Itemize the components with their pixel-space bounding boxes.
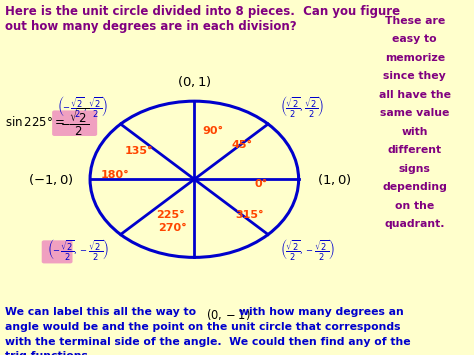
Text: out how many degrees are in each division?: out how many degrees are in each divisio… <box>5 20 296 33</box>
Text: easy to: easy to <box>392 34 437 44</box>
Text: 315°: 315° <box>235 210 264 220</box>
Text: quadrant.: quadrant. <box>384 219 445 229</box>
Text: $\left(-\dfrac{\sqrt{2}}{2},\dfrac{\sqrt{2}}{2}\right)$: $\left(-\dfrac{\sqrt{2}}{2},\dfrac{\sqrt… <box>57 95 109 120</box>
Text: We can label this all the way to: We can label this all the way to <box>5 307 196 317</box>
Text: all have the: all have the <box>379 90 451 100</box>
Text: $-\dfrac{\sqrt{2}}{2}$: $-\dfrac{\sqrt{2}}{2}$ <box>60 107 90 138</box>
Text: 270°: 270° <box>158 223 187 233</box>
Text: $\left(\dfrac{\sqrt{2}}{2},-\dfrac{\sqrt{2}}{2}\right)$: $\left(\dfrac{\sqrt{2}}{2},-\dfrac{\sqrt… <box>280 238 335 263</box>
Text: 45°: 45° <box>231 140 252 150</box>
Text: $\sin 225°=$: $\sin 225°=$ <box>5 115 64 130</box>
FancyBboxPatch shape <box>42 240 73 263</box>
Text: same value: same value <box>380 108 449 118</box>
Text: with the terminal side of the angle.  We could then find any of the: with the terminal side of the angle. We … <box>5 337 410 346</box>
Text: 180°: 180° <box>101 170 130 180</box>
Text: depending: depending <box>383 182 447 192</box>
Text: with how many degrees an: with how many degrees an <box>239 307 404 317</box>
FancyBboxPatch shape <box>52 110 97 136</box>
Text: $(1,0)$: $(1,0)$ <box>317 172 351 187</box>
Text: These are: These are <box>384 16 445 26</box>
Text: 90°: 90° <box>203 126 224 136</box>
Text: since they: since they <box>383 71 446 81</box>
Text: Here is the unit circle divided into 8 pieces.  Can you figure: Here is the unit circle divided into 8 p… <box>5 5 400 18</box>
Text: 225°: 225° <box>156 210 185 220</box>
Text: $(0,-1)$: $(0,-1)$ <box>206 307 251 322</box>
Text: memorize: memorize <box>385 53 445 63</box>
Text: 135°: 135° <box>125 146 154 155</box>
Text: $\left(-\dfrac{\sqrt{2}}{2},-\dfrac{\sqrt{2}}{2}\right)$: $\left(-\dfrac{\sqrt{2}}{2},-\dfrac{\sqr… <box>47 238 109 263</box>
Text: $(0,1)$: $(0,1)$ <box>177 74 212 89</box>
Text: $\left(\dfrac{\sqrt{2}}{2},\dfrac{\sqrt{2}}{2}\right)$: $\left(\dfrac{\sqrt{2}}{2},\dfrac{\sqrt{… <box>280 95 324 120</box>
Text: on the: on the <box>395 201 434 211</box>
Text: $(-1,0)$: $(-1,0)$ <box>27 172 73 187</box>
Text: different: different <box>388 145 442 155</box>
Text: with: with <box>401 127 428 137</box>
Text: 0°: 0° <box>255 179 268 189</box>
Text: signs: signs <box>399 164 431 174</box>
Text: angle would be and the point on the unit circle that corresponds: angle would be and the point on the unit… <box>5 322 400 332</box>
Text: trig functions.: trig functions. <box>5 351 92 355</box>
